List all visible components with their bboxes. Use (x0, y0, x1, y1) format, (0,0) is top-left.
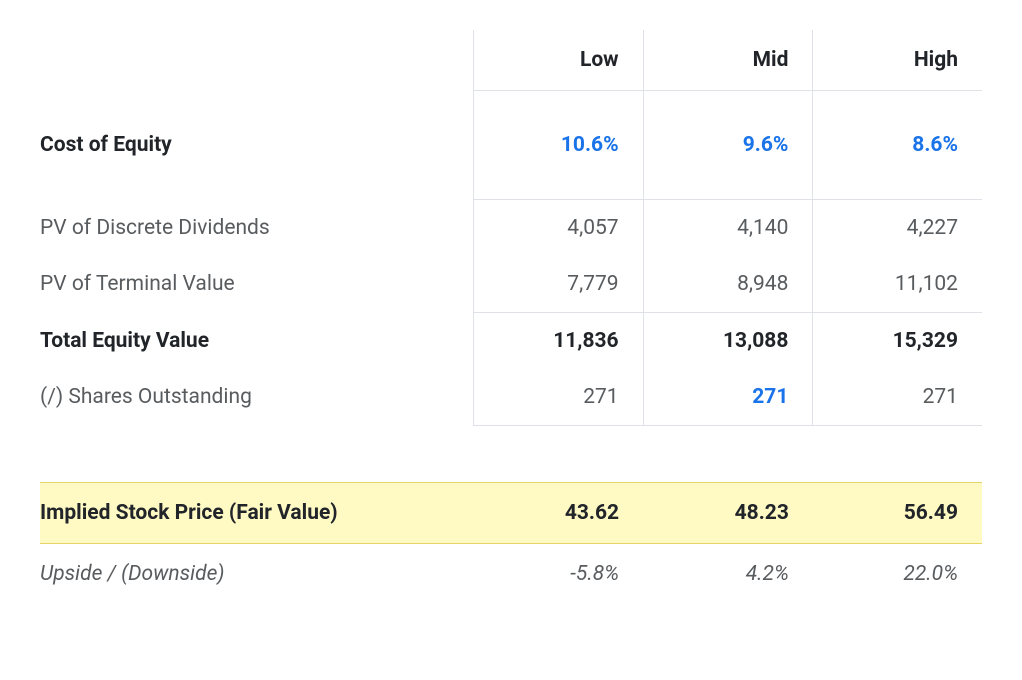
shares-outstanding-row: (/) Shares Outstanding 271 271 271 (40, 369, 982, 426)
upside-downside-label: Upside / (Downside) (40, 544, 473, 605)
header-row: Low Mid High (40, 30, 982, 91)
shares-outstanding-label: (/) Shares Outstanding (40, 369, 473, 426)
cost-of-equity-high: 8.6% (813, 91, 982, 200)
implied-stock-price-row: Implied Stock Price (Fair Value) 43.62 4… (40, 483, 982, 544)
total-equity-value-label: Total Equity Value (40, 313, 473, 370)
pv-terminal-value-high: 11,102 (813, 256, 982, 313)
total-equity-value-row: Total Equity Value 11,836 13,088 15,329 (40, 313, 982, 370)
pv-discrete-dividends-mid: 4,140 (643, 200, 813, 257)
valuation-table: Low Mid High Cost of Equity 10.6% 9.6% 8… (40, 30, 982, 604)
total-equity-value-low: 11,836 (473, 313, 643, 370)
cost-of-equity-low: 10.6% (473, 91, 643, 200)
spacer-row (40, 426, 982, 483)
implied-stock-price-high: 56.49 (813, 483, 982, 544)
shares-outstanding-low: 271 (473, 369, 643, 426)
upside-downside-high: 22.0% (813, 544, 982, 605)
implied-stock-price-low: 43.62 (473, 483, 643, 544)
upside-downside-low: -5.8% (473, 544, 643, 605)
upside-downside-row: Upside / (Downside) -5.8% 4.2% 22.0% (40, 544, 982, 605)
header-high: High (813, 30, 982, 91)
header-mid: Mid (643, 30, 813, 91)
pv-terminal-value-low: 7,779 (473, 256, 643, 313)
shares-outstanding-mid: 271 (643, 369, 813, 426)
cost-of-equity-row: Cost of Equity 10.6% 9.6% 8.6% (40, 91, 982, 200)
pv-terminal-value-row: PV of Terminal Value 7,779 8,948 11,102 (40, 256, 982, 313)
implied-stock-price-mid: 48.23 (643, 483, 813, 544)
pv-discrete-dividends-label: PV of Discrete Dividends (40, 200, 473, 257)
pv-terminal-value-label: PV of Terminal Value (40, 256, 473, 313)
upside-downside-mid: 4.2% (643, 544, 813, 605)
pv-terminal-value-mid: 8,948 (643, 256, 813, 313)
total-equity-value-mid: 13,088 (643, 313, 813, 370)
pv-discrete-dividends-low: 4,057 (473, 200, 643, 257)
pv-discrete-dividends-row: PV of Discrete Dividends 4,057 4,140 4,2… (40, 200, 982, 257)
shares-outstanding-high: 271 (813, 369, 982, 426)
total-equity-value-high: 15,329 (813, 313, 982, 370)
pv-discrete-dividends-high: 4,227 (813, 200, 982, 257)
header-low: Low (473, 30, 643, 91)
cost-of-equity-label: Cost of Equity (40, 91, 473, 200)
cost-of-equity-mid: 9.6% (643, 91, 813, 200)
header-blank (40, 30, 473, 91)
implied-stock-price-label: Implied Stock Price (Fair Value) (40, 483, 473, 544)
